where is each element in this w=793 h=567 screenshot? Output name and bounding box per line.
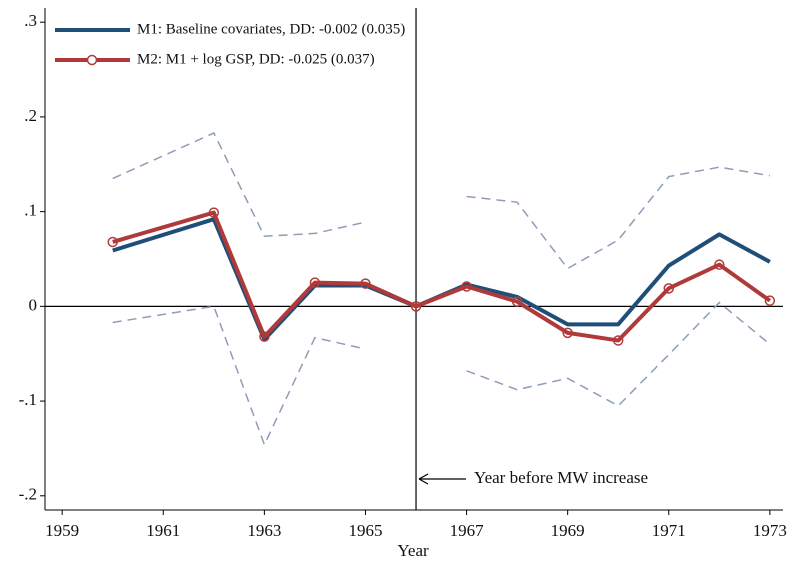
y-tick-label: -.2 bbox=[19, 485, 37, 504]
series-marker bbox=[461, 281, 472, 292]
x-tick-label: 1965 bbox=[348, 521, 382, 540]
series-marker bbox=[612, 335, 624, 346]
series-marker bbox=[309, 277, 321, 288]
y-tick-label: -.1 bbox=[19, 390, 37, 409]
y-tick-label: 0 bbox=[29, 295, 38, 314]
series-line bbox=[112, 210, 772, 343]
series-line bbox=[112, 217, 771, 342]
x-tick-label: 1973 bbox=[753, 521, 787, 540]
x-tick-label: 1971 bbox=[652, 521, 686, 540]
series-marker bbox=[663, 283, 675, 294]
x-tick-label: 1967 bbox=[450, 521, 485, 540]
x-tick-label: 1961 bbox=[146, 521, 180, 540]
annotation-arrowhead bbox=[418, 473, 429, 485]
ci-lower-line bbox=[466, 301, 771, 407]
series-marker bbox=[764, 295, 776, 306]
x-tick-label: 1959 bbox=[45, 521, 79, 540]
ci-upper-line bbox=[466, 166, 770, 270]
annotation: Year before MW increase bbox=[474, 468, 648, 487]
x-axis-label: Year bbox=[397, 541, 429, 560]
y-tick-label: .1 bbox=[24, 201, 37, 220]
series-marker bbox=[107, 236, 118, 248]
series-marker bbox=[259, 331, 270, 342]
series-marker bbox=[410, 301, 422, 312]
legend-label: M2: M1 + log GSP, DD: -0.025 (0.037) bbox=[137, 51, 375, 67]
series-marker bbox=[360, 278, 371, 289]
ci-upper-line bbox=[112, 132, 366, 238]
y-tick-label: .3 bbox=[24, 11, 37, 30]
series-marker bbox=[208, 207, 220, 218]
ci-lower-line bbox=[112, 305, 366, 447]
series-marker bbox=[562, 327, 573, 339]
series-marker bbox=[511, 296, 523, 307]
legend-marker bbox=[86, 54, 98, 66]
legend-label: M1: Baseline covariates, DD: -0.002 (0.0… bbox=[137, 21, 405, 37]
y-tick-label: .2 bbox=[24, 106, 37, 125]
x-tick-label: 1969 bbox=[551, 521, 585, 540]
series-marker bbox=[714, 259, 725, 270]
x-tick-label: 1963 bbox=[247, 521, 281, 540]
